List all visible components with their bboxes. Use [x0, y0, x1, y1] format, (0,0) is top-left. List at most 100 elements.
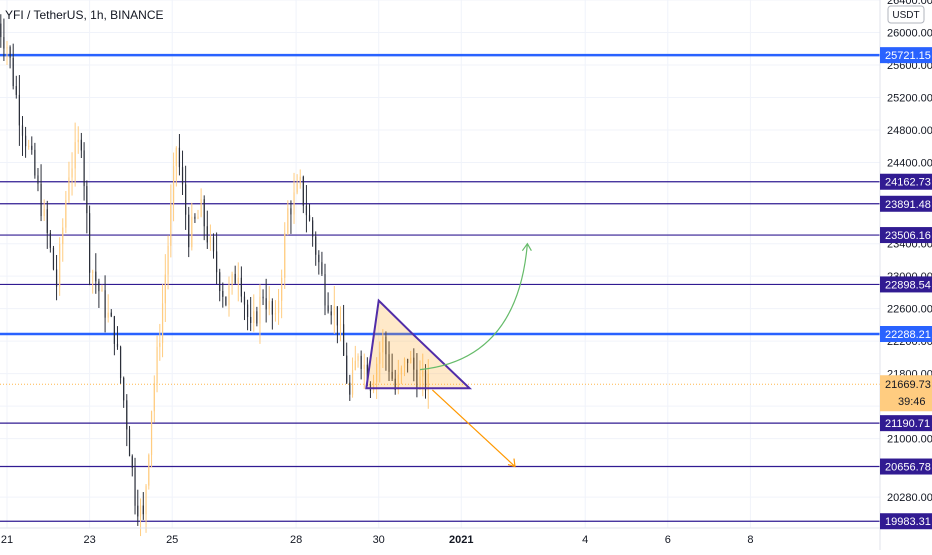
- currency-badge[interactable]: USDT: [887, 5, 925, 24]
- candle-body: [413, 357, 415, 370]
- candle-body: [156, 346, 158, 384]
- candle-body: [407, 358, 409, 364]
- candle-body: [305, 205, 308, 216]
- candle-body: [349, 382, 351, 395]
- candle-body: [212, 237, 215, 252]
- candle-body: [40, 183, 42, 217]
- candle-body: [400, 367, 403, 375]
- candle-body: [191, 216, 193, 248]
- candle-body: [385, 336, 387, 355]
- candle-body: [281, 277, 283, 301]
- candle-body: [312, 220, 314, 237]
- candle-body: [209, 237, 212, 243]
- y-tick-label: 24400.00: [887, 157, 932, 169]
- level-price-label-box: [880, 47, 932, 64]
- candle-body: [65, 200, 67, 228]
- level-price-label: 20656.78: [885, 462, 931, 474]
- candle-body: [86, 186, 88, 214]
- candle-body: [194, 216, 196, 219]
- level-price-label: 25721.15: [885, 50, 931, 62]
- candle-body: [419, 376, 421, 389]
- level-price-label-box: [880, 513, 932, 530]
- y-tick-label: 20280.00: [887, 492, 932, 504]
- candle-body: [62, 227, 64, 245]
- candle-body: [71, 168, 73, 178]
- candle-body: [159, 342, 161, 347]
- candle-body: [388, 354, 390, 372]
- level-price-label-box: [880, 415, 932, 432]
- candle-body: [145, 485, 147, 515]
- y-tick-label: 26400.00: [887, 0, 932, 7]
- y-tick-label: 26000.00: [887, 27, 932, 39]
- candle-body: [28, 145, 30, 147]
- level-price-label: 22898.54: [885, 279, 931, 291]
- candle-body: [234, 273, 236, 284]
- candle-body: [139, 505, 142, 517]
- candle-body: [284, 233, 286, 278]
- candle-body: [12, 57, 14, 87]
- candle-body: [134, 467, 136, 506]
- triangle-pattern: [365, 298, 473, 390]
- candle-body: [293, 192, 295, 215]
- candle-body: [203, 199, 205, 227]
- candle-body: [290, 208, 292, 215]
- candle-body: [354, 360, 356, 371]
- candle-body: [188, 214, 190, 248]
- candle-body: [246, 304, 249, 318]
- candle-body: [225, 296, 227, 305]
- candle-body: [333, 306, 335, 316]
- candle-body: [161, 303, 164, 343]
- candle-body: [391, 371, 393, 379]
- level-price-label-box: [880, 195, 932, 212]
- candle-body: [131, 456, 133, 468]
- chart-title: YFI / TetherUS, 1h, BINANCE: [5, 8, 164, 22]
- candle-body: [394, 378, 396, 391]
- candle-body: [126, 400, 128, 430]
- candle-body: [98, 281, 100, 292]
- candle-body: [55, 269, 58, 287]
- candle-body: [363, 364, 365, 369]
- bullish-arrow: [419, 243, 528, 371]
- candle-body: [95, 271, 97, 282]
- candle-body: [321, 262, 323, 275]
- level-price-label-box: [880, 227, 932, 244]
- candle-body: [74, 142, 76, 169]
- candle-body: [68, 177, 70, 201]
- level-price-label: 21190.71: [885, 418, 930, 430]
- level-price-label-box: [880, 173, 932, 190]
- x-tick-label: 30: [373, 534, 385, 546]
- candle-body: [181, 167, 184, 185]
- candle-body: [142, 505, 144, 515]
- candle-body: [59, 244, 61, 287]
- candle-body: [80, 139, 82, 151]
- candle-body: [327, 305, 329, 312]
- candle-body: [219, 272, 221, 292]
- last-price-label: 21669.73: [885, 379, 931, 391]
- candle-body: [339, 324, 342, 326]
- level-price-label-box: [880, 276, 932, 293]
- candle-body: [164, 274, 166, 304]
- x-tick-label: 4: [582, 534, 588, 546]
- candle-body: [376, 363, 378, 382]
- x-tick-label: 6: [665, 534, 671, 546]
- candle-body: [253, 311, 255, 323]
- candle-body: [271, 301, 273, 315]
- bearish-arrow-head: [507, 458, 516, 468]
- candle-body: [6, 46, 8, 49]
- x-tick-label: 21: [1, 534, 13, 546]
- level-price-label: 24162.73: [885, 177, 931, 189]
- candle-body: [262, 296, 264, 299]
- candle-body: [172, 165, 175, 204]
- bullish-arrow-head: [521, 242, 532, 252]
- candle-body: [116, 343, 119, 347]
- candle-body: [330, 311, 332, 316]
- candle-body: [315, 236, 317, 255]
- candle-body: [351, 370, 354, 395]
- candle-body: [256, 311, 258, 324]
- candle-body: [268, 301, 270, 310]
- y-tick-label: 24800.00: [887, 125, 932, 137]
- x-tick-label: 23: [83, 534, 95, 546]
- currency-label: USDT: [892, 10, 919, 21]
